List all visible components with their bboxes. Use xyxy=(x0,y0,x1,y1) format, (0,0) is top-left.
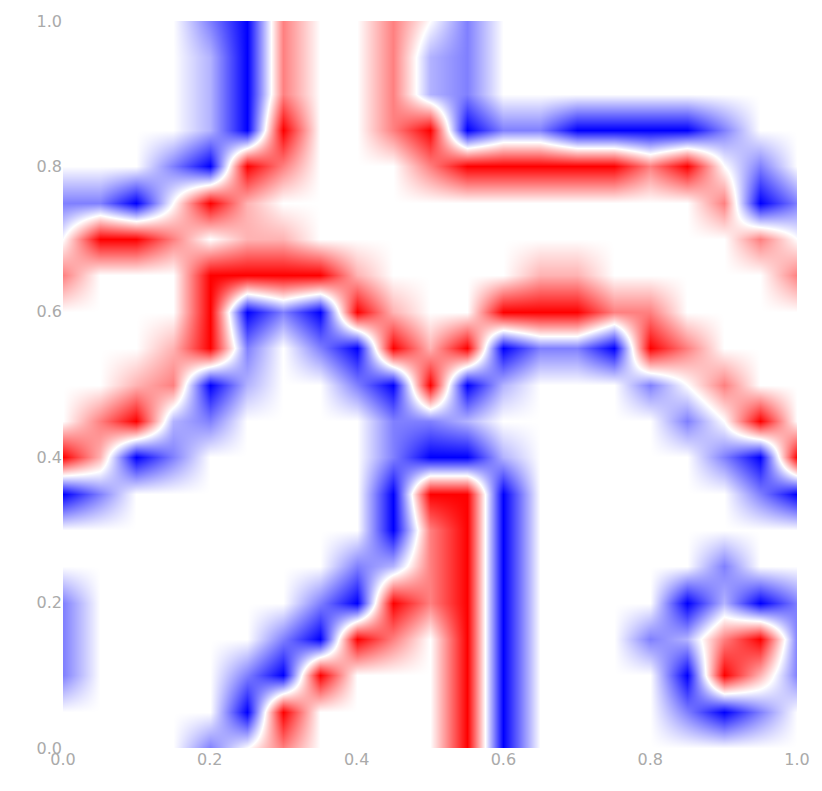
svg-text:1.0: 1.0 xyxy=(784,750,809,769)
svg-text:1.0: 1.0 xyxy=(37,12,62,31)
svg-text:0.0: 0.0 xyxy=(50,750,75,769)
svg-text:0.0: 0.0 xyxy=(37,739,62,758)
svg-text:0.8: 0.8 xyxy=(37,157,62,176)
svg-text:0.6: 0.6 xyxy=(37,302,62,321)
svg-text:0.4: 0.4 xyxy=(37,448,62,467)
svg-text:0.6: 0.6 xyxy=(491,750,516,769)
svg-text:0.2: 0.2 xyxy=(37,593,62,612)
svg-text:0.2: 0.2 xyxy=(197,750,222,769)
svg-text:0.4: 0.4 xyxy=(344,750,369,769)
svg-text:0.8: 0.8 xyxy=(637,750,662,769)
